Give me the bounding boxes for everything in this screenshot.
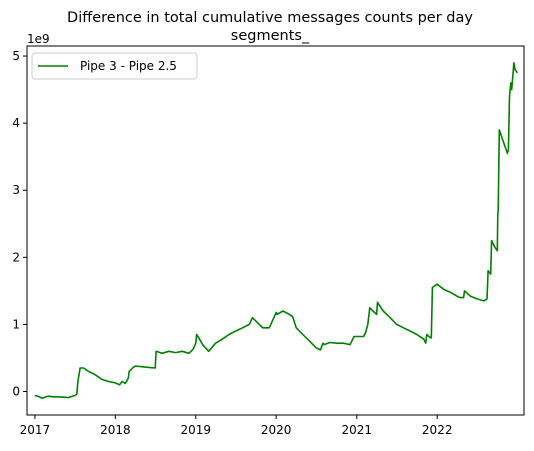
x-tick-label: 2021 xyxy=(342,423,373,437)
y-tick-label: 2 xyxy=(12,250,20,264)
y-tick-label: 3 xyxy=(12,183,20,197)
chart-title: Difference in total cumulative messages … xyxy=(67,10,473,26)
y-axis-ticks: 0 1 2 3 4 5 xyxy=(12,49,27,399)
plot-frame xyxy=(26,45,525,416)
x-tick-label: 2020 xyxy=(261,423,292,437)
x-tick-label: 2022 xyxy=(422,423,453,437)
x-tick-label: 2017 xyxy=(20,423,51,437)
y-tick-label: 4 xyxy=(12,116,20,130)
x-tick-label: 2018 xyxy=(100,423,131,437)
legend-box xyxy=(31,52,198,80)
x-tick-label: 2019 xyxy=(180,423,211,437)
legend: Pipe 3 - Pipe 2.5 xyxy=(31,52,198,80)
y-tick-label: 0 xyxy=(12,385,20,399)
x-axis-ticks: 2017 2018 2019 2020 2021 2022 xyxy=(20,415,453,437)
series-layer xyxy=(34,61,519,400)
y-tick-label: 5 xyxy=(12,49,20,63)
y-tick-label: 1 xyxy=(12,317,20,331)
y-offset-label: 1e9 xyxy=(27,32,50,46)
series-line xyxy=(34,61,519,400)
chart-subtitle: segments_ xyxy=(231,28,310,44)
legend-label: Pipe 3 - Pipe 2.5 xyxy=(80,59,177,73)
